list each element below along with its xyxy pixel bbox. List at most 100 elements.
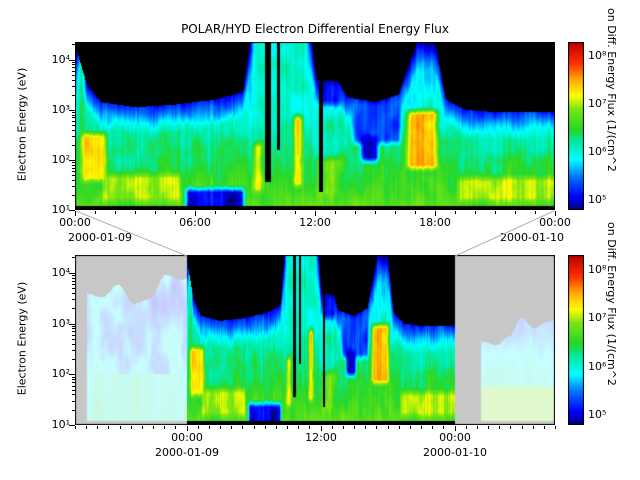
axis-tick	[421, 426, 422, 429]
xtick-label: 12:00	[299, 216, 331, 229]
axis-tick	[298, 426, 299, 429]
axis-tick	[142, 426, 143, 429]
axis-tick	[97, 426, 98, 429]
xtick-label: 06:00	[179, 216, 211, 229]
axis-tick	[295, 211, 296, 214]
ytick-label: 10³	[51, 103, 70, 116]
axis-tick	[72, 328, 75, 329]
xtick-label: 00:00	[539, 216, 571, 229]
axis-tick	[72, 401, 75, 402]
axis-tick	[72, 299, 75, 300]
axis-tick	[499, 426, 500, 429]
date-label: 2000-01-10	[500, 231, 564, 244]
axis-tick	[72, 180, 75, 181]
axis-tick	[235, 211, 236, 214]
axis-tick	[72, 275, 75, 276]
axis-tick	[72, 168, 75, 169]
date-label: 2000-01-10	[423, 446, 487, 459]
y-axis-label-top: Electron Energy (eV)	[15, 67, 29, 182]
axis-tick	[72, 308, 75, 309]
axis-tick	[69, 60, 75, 61]
axis-tick	[365, 426, 366, 429]
axis-tick	[72, 136, 75, 137]
ytick-label: 10²	[51, 367, 70, 380]
spectrogram-context-canvas	[75, 255, 555, 425]
xtick-label: 18:00	[419, 216, 451, 229]
axis-tick	[75, 426, 76, 429]
axis-tick	[72, 331, 75, 332]
axis-tick	[75, 211, 76, 216]
axis-tick	[535, 211, 536, 214]
axis-tick	[72, 350, 75, 351]
axis-tick	[195, 211, 196, 216]
axis-tick	[72, 379, 75, 380]
axis-tick	[72, 95, 75, 96]
axis-tick	[72, 125, 75, 126]
axis-tick	[72, 195, 75, 196]
axis-tick	[198, 426, 199, 429]
axis-tick	[120, 426, 121, 429]
axis-tick	[72, 117, 75, 118]
axis-tick	[455, 211, 456, 214]
axis-tick	[354, 426, 355, 429]
axis-tick	[321, 426, 322, 431]
colorbar-context-canvas	[568, 255, 584, 425]
axis-tick	[72, 80, 75, 81]
colorbar-main-canvas	[568, 42, 584, 210]
colorbar-tick-label: 10⁵	[588, 408, 607, 421]
axis-tick	[410, 426, 411, 429]
axis-tick	[555, 426, 556, 429]
colorbar-tick-label: 10⁶	[588, 360, 607, 373]
axis-tick	[72, 257, 75, 258]
axis-tick	[69, 425, 75, 426]
axis-tick	[72, 382, 75, 383]
axis-tick	[220, 426, 221, 429]
axis-tick	[477, 426, 478, 429]
axis-tick	[72, 64, 75, 65]
axis-tick	[72, 44, 75, 45]
axis-tick	[72, 186, 75, 187]
ytick-label: 10²	[51, 153, 70, 166]
colorbar-tick-label: 10⁷	[588, 311, 607, 324]
ytick-label: 10⁴	[51, 266, 70, 279]
axis-tick	[72, 386, 75, 387]
axis-tick	[72, 162, 75, 163]
axis-tick	[376, 426, 377, 429]
axis-tick	[276, 426, 277, 429]
axis-tick	[108, 426, 109, 429]
axis-tick	[399, 426, 400, 429]
axis-tick	[72, 284, 75, 285]
axis-tick	[187, 426, 188, 431]
axis-tick	[72, 390, 75, 391]
colorbar-tick-label: 10⁶	[588, 145, 607, 158]
axis-tick	[72, 171, 75, 172]
axis-tick	[69, 160, 75, 161]
axis-tick	[343, 426, 344, 429]
axis-tick	[155, 211, 156, 214]
axis-tick	[443, 426, 444, 429]
axis-tick	[72, 112, 75, 113]
axis-tick	[72, 175, 75, 176]
ytick-label: 10⁴	[51, 53, 70, 66]
axis-tick	[69, 110, 75, 111]
axis-tick	[72, 115, 75, 116]
axis-tick	[275, 211, 276, 214]
axis-tick	[415, 211, 416, 214]
axis-tick	[466, 426, 467, 429]
axis-tick	[72, 339, 75, 340]
axis-tick	[72, 71, 75, 72]
axis-tick	[72, 165, 75, 166]
axis-tick	[242, 426, 243, 429]
xtick-label: 00:00	[439, 431, 471, 444]
axis-tick	[69, 374, 75, 375]
axis-tick	[72, 281, 75, 282]
axis-tick	[455, 426, 456, 431]
axis-tick	[231, 426, 232, 429]
axis-tick	[395, 211, 396, 214]
axis-tick	[335, 211, 336, 214]
axis-tick	[555, 211, 556, 216]
axis-tick	[255, 211, 256, 214]
axis-tick	[287, 426, 288, 429]
colorbar-tick-label: 10⁸	[588, 263, 607, 276]
ytick-label: 10¹	[51, 418, 70, 431]
